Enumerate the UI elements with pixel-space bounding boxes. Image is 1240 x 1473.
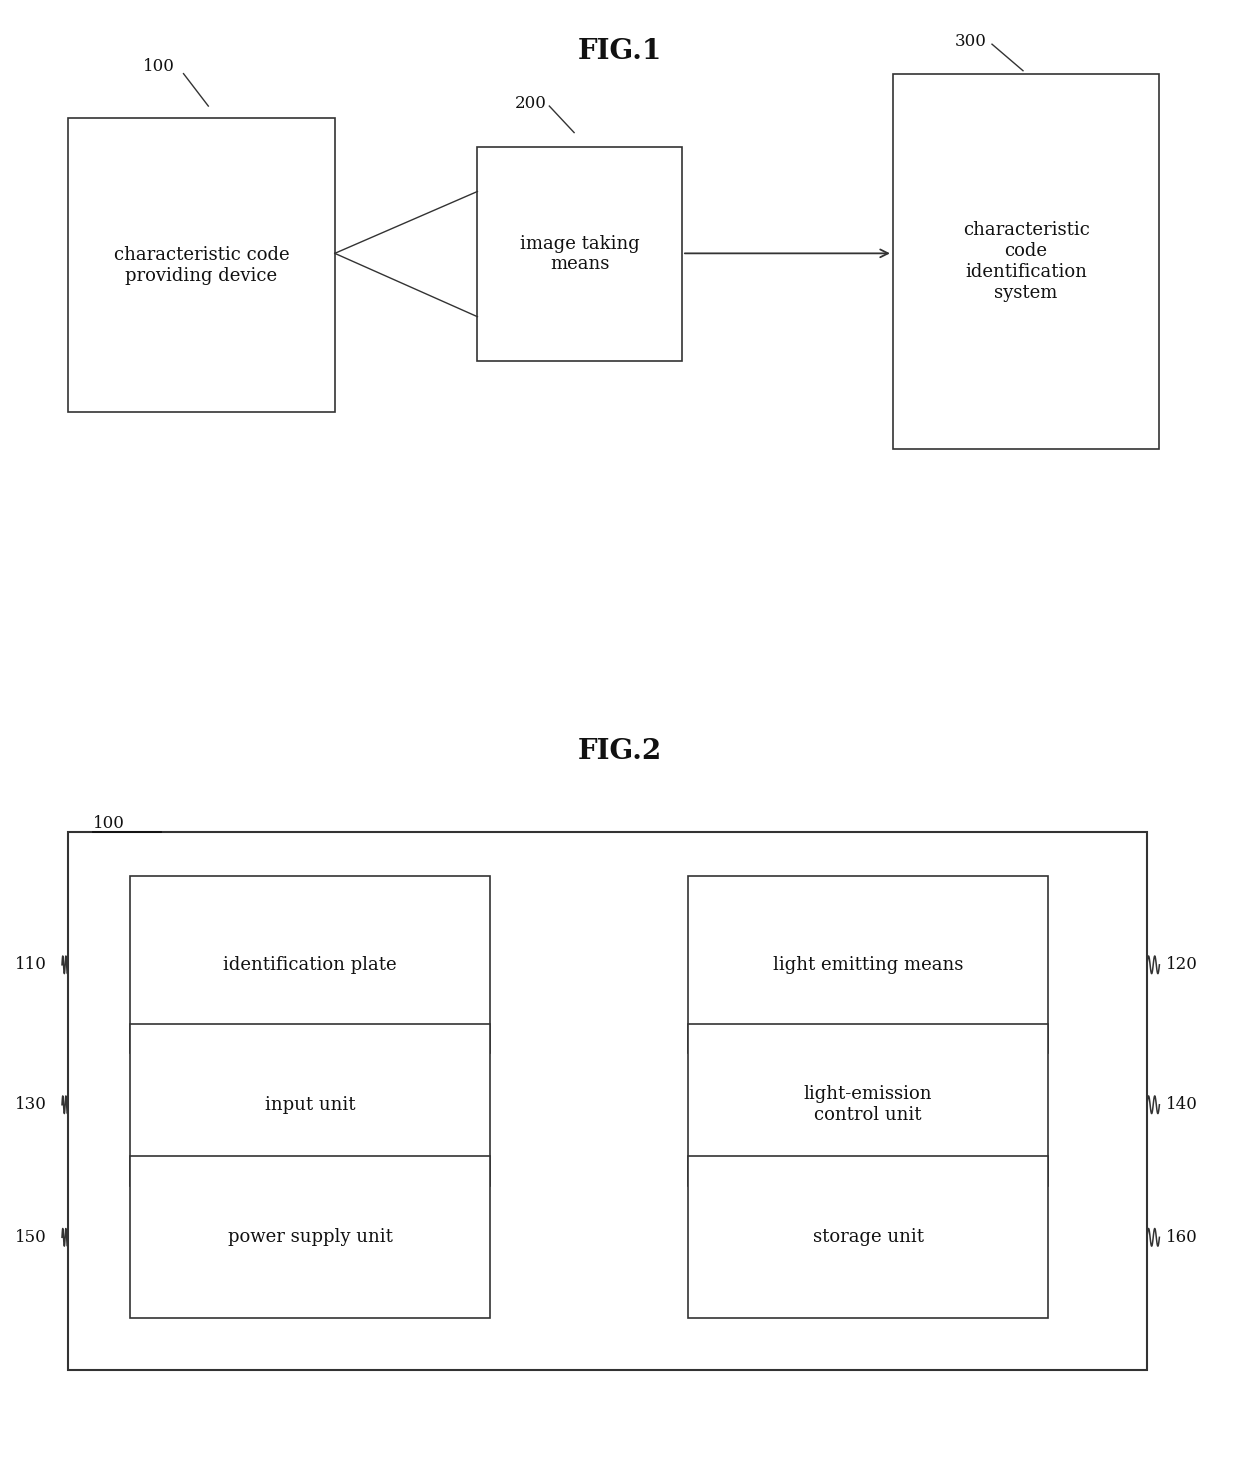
Text: 300: 300 xyxy=(955,32,987,50)
Bar xyxy=(130,1156,490,1318)
Text: 110: 110 xyxy=(15,956,47,974)
Bar xyxy=(68,832,1147,1370)
Text: image taking
means: image taking means xyxy=(520,234,640,274)
Text: 200: 200 xyxy=(515,94,547,112)
Bar xyxy=(477,147,682,361)
Bar xyxy=(130,1024,490,1186)
Text: characteristic code
providing device: characteristic code providing device xyxy=(114,246,289,284)
Bar xyxy=(68,118,335,412)
Text: 120: 120 xyxy=(1166,956,1198,974)
Text: power supply unit: power supply unit xyxy=(228,1228,392,1246)
Text: 160: 160 xyxy=(1166,1228,1198,1246)
Text: characteristic
code
identification
system: characteristic code identification syste… xyxy=(962,221,1090,302)
Text: input unit: input unit xyxy=(265,1096,355,1114)
Text: FIG.2: FIG.2 xyxy=(578,738,662,764)
Text: 100: 100 xyxy=(93,815,125,832)
Text: 130: 130 xyxy=(15,1096,47,1114)
Text: identification plate: identification plate xyxy=(223,956,397,974)
Bar xyxy=(130,876,490,1053)
Text: 150: 150 xyxy=(15,1228,47,1246)
Text: light-emission
control unit: light-emission control unit xyxy=(804,1086,932,1124)
Bar xyxy=(893,74,1159,449)
Bar xyxy=(688,876,1048,1053)
Text: FIG.1: FIG.1 xyxy=(578,38,662,65)
Bar xyxy=(688,1156,1048,1318)
Text: 100: 100 xyxy=(143,57,175,75)
Bar xyxy=(688,1024,1048,1186)
Text: 140: 140 xyxy=(1166,1096,1198,1114)
Text: storage unit: storage unit xyxy=(812,1228,924,1246)
Text: light emitting means: light emitting means xyxy=(773,956,963,974)
